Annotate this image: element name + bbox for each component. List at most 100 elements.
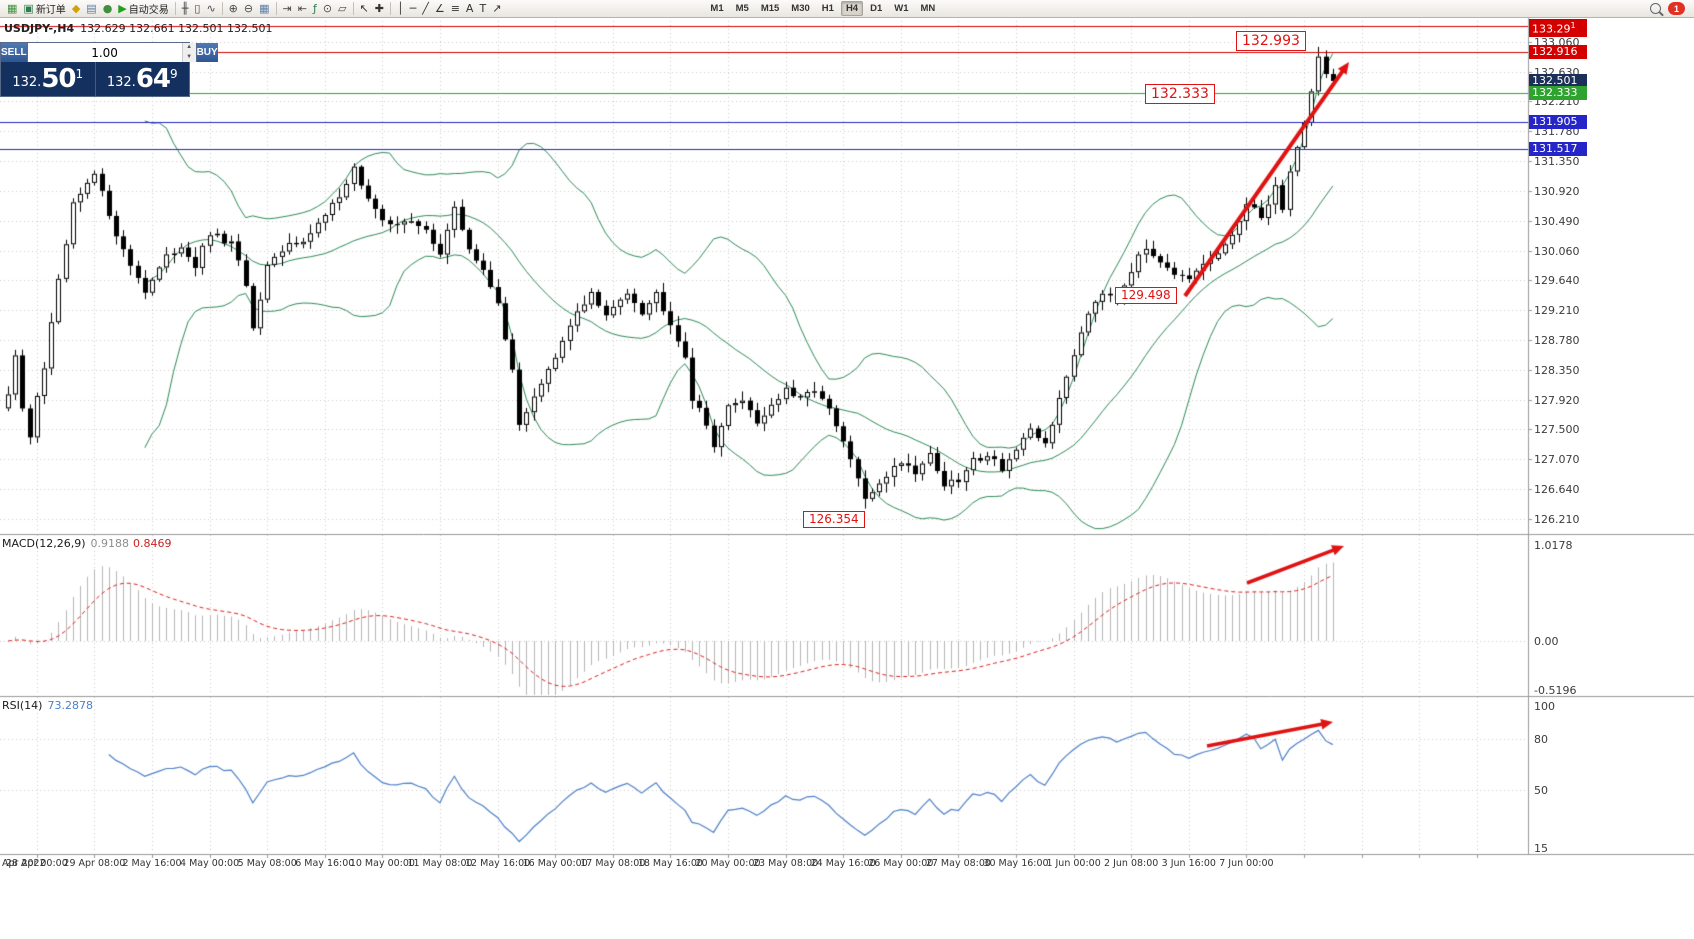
vertical-line-icon-glyph: │ <box>396 1 404 15</box>
text-label-icon[interactable]: T <box>476 1 489 17</box>
new-order-button[interactable]: ▣ 新订单 <box>20 1 68 17</box>
templates-icon-glyph: ▱ <box>338 1 347 15</box>
macd-indicator-label: MACD(12,26,9) 0.9188 0.8469 <box>2 537 172 550</box>
line-chart-icon-glyph: ∿ <box>206 1 216 15</box>
volume-field: ▲ ▼ <box>26 43 197 62</box>
arrows-tool-icon[interactable]: ↗ <box>489 1 504 17</box>
timeframe-w1[interactable]: W1 <box>894 3 909 14</box>
toolbar-separator <box>275 2 277 15</box>
toolbar: ▦ ▣ 新订单 ◆ ▤ ● ▶ 自动交易 ╫ ▯ ∿ ⊕ ⊖ ▦ ⇥ ⇤ ƒ ⊙ ▱ ↖ ✚ │ ─ ╱ ∠ ≡ A T ↗ M1 M5 M… <box>0 0 1694 18</box>
bars-chart-icon-glyph: ╫ <box>181 1 189 15</box>
volume-spinner: ▲ ▼ <box>181 43 196 62</box>
fibonacci-icon[interactable]: ≡ <box>448 1 463 17</box>
cursor-icon-glyph: ↖ <box>359 1 369 15</box>
timeframe-m30[interactable]: M30 <box>791 3 810 14</box>
cursor-icon[interactable]: ↖ <box>357 1 372 17</box>
crosshair-icon[interactable]: ✚ <box>372 1 387 17</box>
chart-shift-icon[interactable]: ⇤ <box>295 1 310 17</box>
tile-windows-icon-glyph: ▦ <box>259 1 270 15</box>
text-icon[interactable]: A <box>463 1 477 17</box>
timeframe-d1[interactable]: D1 <box>870 3 883 14</box>
print-icon[interactable]: ▤ <box>83 1 99 17</box>
trendline-icon[interactable]: ╱ <box>419 1 432 17</box>
sell-price[interactable]: 132. 50 1 <box>1 62 95 96</box>
toolbar-separator <box>174 2 176 15</box>
zoom-in-icon-glyph: ⊕ <box>228 1 238 15</box>
toolbar-icons: ▦ ▣ 新订单 ◆ ▤ ● ▶ 自动交易 ╫ ▯ ∿ ⊕ ⊖ ▦ ⇥ ⇤ ƒ ⊙ ▱ ↖ ✚ │ ─ ╱ ∠ ≡ A T ↗ <box>4 1 504 17</box>
price-annotation-label[interactable]: 132.993 <box>1236 31 1306 51</box>
rsi-indicator-label: RSI(14) 73.2878 <box>2 699 93 712</box>
toolbar-separator <box>352 2 354 15</box>
timeframe-h1[interactable]: H1 <box>821 3 834 14</box>
toolbar-separator <box>389 2 391 15</box>
crosshair-icon-glyph: ✚ <box>374 1 384 15</box>
timeframe-m15[interactable]: M15 <box>760 3 780 14</box>
new-chart-icon-glyph: ▦ <box>7 1 18 15</box>
horizontal-line-icon[interactable]: ─ <box>407 1 420 17</box>
one-click-trading-panel: SELL ▲ ▼ BUY 132.501 132.649 <box>0 42 218 97</box>
candlestick-chart-icon[interactable]: ▯ <box>191 1 203 17</box>
vertical-line-icon[interactable]: │ <box>394 1 407 17</box>
price-annotation-label[interactable]: 129.498 <box>1115 287 1177 304</box>
timeframe-m1[interactable]: M1 <box>710 3 724 14</box>
fibonacci-icon-glyph: ≡ <box>450 1 460 15</box>
horizontal-line-icon-glyph: ─ <box>409 1 417 15</box>
new-order-button-glyph: ▣ <box>23 1 34 15</box>
chart-shift-icon-glyph: ⇤ <box>297 1 307 15</box>
indicators-icon[interactable]: ƒ <box>310 1 320 17</box>
sell-price-pips: 50 <box>41 64 76 94</box>
quote-bar: USDJPY-,H4 132.629 132.661 132.501 132.50… <box>4 22 273 35</box>
timeframe-buttons: M1 M5 M15 M30 H1 H4 D1 W1 MN <box>704 1 941 16</box>
preview-icon-glyph: ● <box>102 1 113 15</box>
macd-title: MACD(12,26,9) <box>2 537 86 550</box>
toolbar-right: 1 <box>1650 2 1690 15</box>
periods-icon[interactable]: ⊙ <box>320 1 335 17</box>
equidistant-channel-icon[interactable]: ∠ <box>432 1 448 17</box>
price-annotation-label[interactable]: 132.333 <box>1145 84 1215 104</box>
tile-windows-icon[interactable]: ▦ <box>256 1 272 17</box>
new-chart-icon[interactable]: ▦ <box>4 1 20 17</box>
timeframe-h4[interactable]: H4 <box>840 1 864 16</box>
timeframe-m5[interactable]: M5 <box>735 3 749 14</box>
zoom-in-icon[interactable]: ⊕ <box>226 1 241 17</box>
profiles-icon[interactable]: ◆ <box>69 1 83 17</box>
sell-button[interactable]: SELL <box>1 43 27 62</box>
line-chart-icon[interactable]: ∿ <box>203 1 218 17</box>
profiles-icon-glyph: ◆ <box>71 1 81 15</box>
buy-button[interactable]: BUY <box>196 43 218 62</box>
rsi-title: RSI(14) <box>2 699 43 712</box>
auto-trading-button[interactable]: ▶ 自动交易 <box>115 1 171 17</box>
auto-scroll-icon[interactable]: ⇥ <box>280 1 295 17</box>
text-icon-glyph: A <box>465 1 474 15</box>
timeframe-mn[interactable]: MN <box>920 3 936 14</box>
search-icon[interactable] <box>1650 3 1661 14</box>
macd-main-value: 0.9188 <box>90 537 130 550</box>
candlestick-chart-icon-glyph: ▯ <box>194 1 201 15</box>
buy-price-int: 132. <box>106 74 136 90</box>
bars-chart-icon[interactable]: ╫ <box>179 1 192 17</box>
price-annotation-label[interactable]: 126.354 <box>803 511 865 528</box>
buy-price-pips: 64 <box>135 64 171 94</box>
volume-increase-button[interactable]: ▲ <box>182 43 196 53</box>
volume-input[interactable] <box>27 43 182 62</box>
auto-trading-button-glyph: ▶ <box>118 1 127 15</box>
buy-price[interactable]: 132. 64 9 <box>96 62 190 96</box>
quote-ohlc: 132.629 132.661 132.501 132.501 <box>80 22 273 35</box>
toolbar-separator <box>221 2 223 15</box>
volume-decrease-button[interactable]: ▼ <box>182 52 196 62</box>
zoom-out-icon[interactable]: ⊖ <box>241 1 256 17</box>
notification-badge[interactable]: 1 <box>1668 2 1685 15</box>
auto-trading-button-label: 自动交易 <box>128 5 169 16</box>
periods-icon-glyph: ⊙ <box>322 1 333 15</box>
equidistant-channel-icon-glyph: ∠ <box>434 1 445 15</box>
preview-icon[interactable]: ● <box>100 1 116 17</box>
price-divider <box>94 62 96 96</box>
sell-price-point: 1 <box>75 67 84 81</box>
buy-price-point: 9 <box>170 67 178 81</box>
indicators-icon-glyph: ƒ <box>312 1 317 15</box>
arrows-tool-icon-glyph: ↗ <box>492 1 502 15</box>
symbol-period-label: USDJPY-,H4 <box>4 22 75 35</box>
templates-icon[interactable]: ▱ <box>335 1 349 17</box>
